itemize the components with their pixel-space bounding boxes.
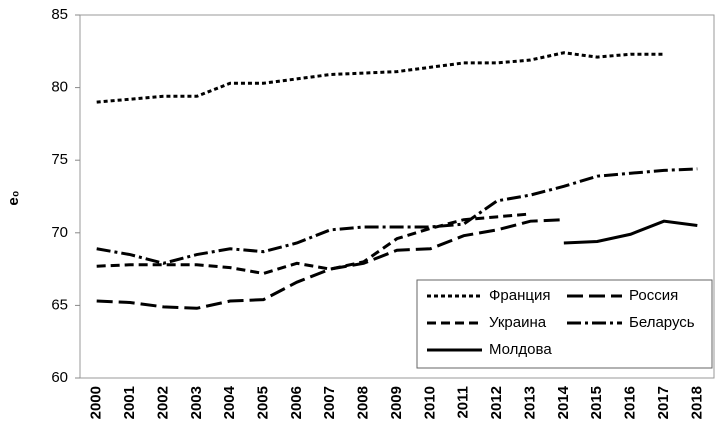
y-tick-label: 80 [51, 79, 68, 96]
y-tick-label: 85 [51, 6, 68, 23]
legend-label: Россия [629, 287, 678, 304]
legend-label: Украина [489, 314, 547, 331]
x-tick-label: 2004 [221, 385, 238, 419]
x-tick-label: 2003 [188, 386, 205, 419]
series-line [96, 167, 698, 265]
legend-label: Молдова [489, 341, 552, 358]
x-tick-label: 2001 [121, 386, 138, 419]
x-tick-label: 2011 [455, 386, 472, 419]
x-tick-label: 2012 [488, 386, 505, 419]
x-tick-label: 2006 [288, 386, 305, 419]
legend-box [416, 279, 713, 369]
plot-frame [79, 14, 715, 379]
y-axis-label: e₀ [5, 190, 22, 205]
series-line [96, 218, 564, 310]
y-tick-label: 75 [51, 151, 68, 168]
x-tick-label: 2010 [421, 386, 438, 419]
x-tick-label: 2008 [355, 386, 372, 419]
x-tick-label: 2017 [655, 386, 672, 419]
x-tick-label: 2005 [254, 386, 271, 419]
x-tick-label: 2009 [388, 386, 405, 419]
y-tick-label: 70 [51, 224, 68, 241]
x-tick-label: 2007 [321, 386, 338, 419]
series-line [563, 219, 698, 245]
series-line [96, 51, 664, 104]
x-tick-label: 2013 [521, 386, 538, 419]
y-tick-label: 60 [51, 369, 68, 386]
x-tick-label: 2014 [555, 385, 572, 419]
y-tick-label: 65 [51, 296, 68, 313]
legend-label: Беларусь [629, 314, 695, 331]
x-tick-label: 2002 [154, 386, 171, 419]
x-tick-label: 2016 [622, 386, 639, 419]
legend-label: Франция [489, 287, 550, 304]
x-tick-label: 2015 [588, 386, 605, 419]
x-tick-label: 2018 [688, 386, 705, 419]
x-tick-label: 2000 [88, 386, 105, 419]
series-line [96, 212, 531, 275]
